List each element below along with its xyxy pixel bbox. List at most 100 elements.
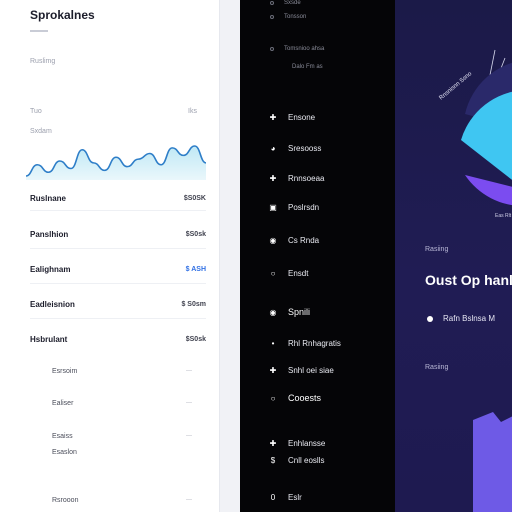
summary-row[interactable]: Hsbrulant $S0sk [30,332,206,346]
divider [30,283,206,284]
section-label: Rasiing [425,364,449,371]
left-panel: Sprokalnes Ruslimg Tuo Iks Sxdam Ruslnan… [0,0,220,512]
row-label: Panslhion [30,229,69,239]
menu-item-label: Rnnsoeaa [288,173,325,183]
plus-icon: ✚ [269,438,277,448]
sub-row[interactable]: Rsrooon — [52,494,192,506]
menu-item-label: Sresooss [288,143,322,153]
sub-row[interactable]: Ealiser — [52,397,192,409]
radio-dot-icon [270,15,274,19]
top-item[interactable]: Dalo Fm as [292,64,323,70]
menu-item[interactable]: ✚ Rnnsoeaa [268,173,325,183]
sub-row[interactable]: Esaslon [52,446,192,458]
sub-row-dash: — [186,368,192,374]
square-icon: ▣ [269,202,277,212]
row-value: $ S0sm [181,300,206,308]
middle-panel: Sxsde Tonsson Tomsnioo ahsa Dalo Fm as ✚… [240,0,395,512]
bullet-label: Rafn Bslnsa M [443,314,496,323]
circle-icon: ○ [270,393,276,403]
menu-item[interactable]: ✚ Snhl oei siae [268,365,334,375]
menu-item[interactable]: • Rhl Rnhagratis [268,338,341,348]
dot-icon: • [271,338,275,348]
menu-item-label: Snhl oei siae [288,365,334,375]
right-panel: Rnsnisnn Ssno Eas Rlt Rasiing Oust Op ha… [395,0,512,512]
circle-icon: ○ [270,268,276,278]
s-icon: $ [270,455,276,465]
summary-row[interactable]: Ruslnane $S0SK [30,191,206,205]
bar-graphic [473,412,512,512]
gauge-violet-segment [465,175,512,206]
bullet-icon [427,315,433,322]
menu-item[interactable]: ▣ Poslrsdn [268,202,319,212]
divider [30,210,206,211]
top-item[interactable]: Tomsnioo ahsa [270,46,324,52]
menu-item[interactable]: 0 Eslr [268,492,302,502]
sub-row-label: Esaiss [52,432,73,440]
sparkline-chart [26,138,206,180]
top-item-label: Dalo Fm as [292,64,323,70]
muted-label: Sxdam [30,128,52,135]
section-heading: Oust Op hanl [425,272,512,288]
row-label: Hsbrulant [30,334,68,344]
title-underline [30,30,48,32]
menu-item-label: Rhl Rnhagratis [288,338,341,348]
target-icon: ◉ [269,235,277,245]
row-value: $S0sk [185,335,206,343]
section-label: Rasiing [425,246,449,253]
sub-row[interactable]: Esrsoim — [52,365,192,377]
sub-row-label: Rsrooon [52,496,79,504]
gauge-cyan-segment [461,91,512,180]
panel-gutter [220,0,240,512]
menu-item[interactable]: ◉ Cs Rnda [268,235,320,245]
menu-item-label: Ensone [288,112,316,122]
top-item-label: Sxsde [284,0,301,6]
plus-icon: ✚ [269,173,277,183]
menu-item[interactable]: ○ Ensdt [268,268,309,278]
menu-item-label: Cnll eoslls [288,455,325,465]
bullet-row[interactable]: Rafn Bslnsa M [427,314,495,323]
divider [30,318,206,319]
menu-item-label: Cs Rnda [288,235,320,245]
menu-item-label: Poslrsdn [288,202,320,212]
radial-label: Eas Rlt [495,213,512,219]
menu-item[interactable]: ✚ Enhlansse [268,438,326,448]
row-label: Eadleisnion [30,299,75,309]
summary-row[interactable]: Eadleisnion $ S0sm [30,297,206,311]
muted-value: Iks [188,108,197,115]
menu-item[interactable]: ◕ Sresooss [268,143,322,153]
menu-item[interactable]: ○ Cooests [268,393,321,403]
sub-row-dash: — [186,497,192,503]
sparkline-line [26,145,206,177]
menu-item[interactable]: $ Cnll eoslls [268,455,325,465]
row-value: $ ASH [185,265,206,273]
row-label: Ealighnam [30,264,71,274]
radio-dot-icon [270,1,274,5]
menu-item[interactable]: ◉ Spnili [268,307,311,317]
sub-row-label: Ealiser [52,399,74,407]
radio-dot-icon [270,47,274,51]
menu-item-label: Enhlansse [288,438,326,448]
summary-row[interactable]: Panslhion $S0sk [30,227,206,241]
top-item-label: Tomsnioo ahsa [284,46,325,52]
plus-icon: ✚ [269,365,277,375]
sub-row[interactable]: Esaiss — [52,430,192,442]
zero-icon: 0 [270,492,276,502]
app-title: Sprokalnes [30,8,95,22]
target-icon: ◉ [269,307,277,317]
top-item[interactable]: Sxsde [270,0,301,6]
muted-label: Tuo [30,108,42,115]
top-item[interactable]: Tonsson [270,14,306,20]
menu-item-label: Ensdt [288,268,309,278]
row-value: $S0SK [183,194,206,202]
menu-item-label: Cooests [288,393,322,403]
row-value: $S0sk [185,230,206,238]
sub-row-label: Esrsoim [52,367,78,375]
menu-item[interactable]: ✚ Ensone [268,112,316,122]
sub-row-label: Esaslon [52,448,77,456]
menu-item-label: Spnili [288,307,311,317]
top-item-label: Tonsson [284,14,307,20]
plus-icon: ✚ [269,112,277,122]
summary-row[interactable]: Ealighnam $ ASH [30,262,206,276]
menu-item-label: Eslr [288,492,302,502]
sparkline-area [26,146,206,180]
